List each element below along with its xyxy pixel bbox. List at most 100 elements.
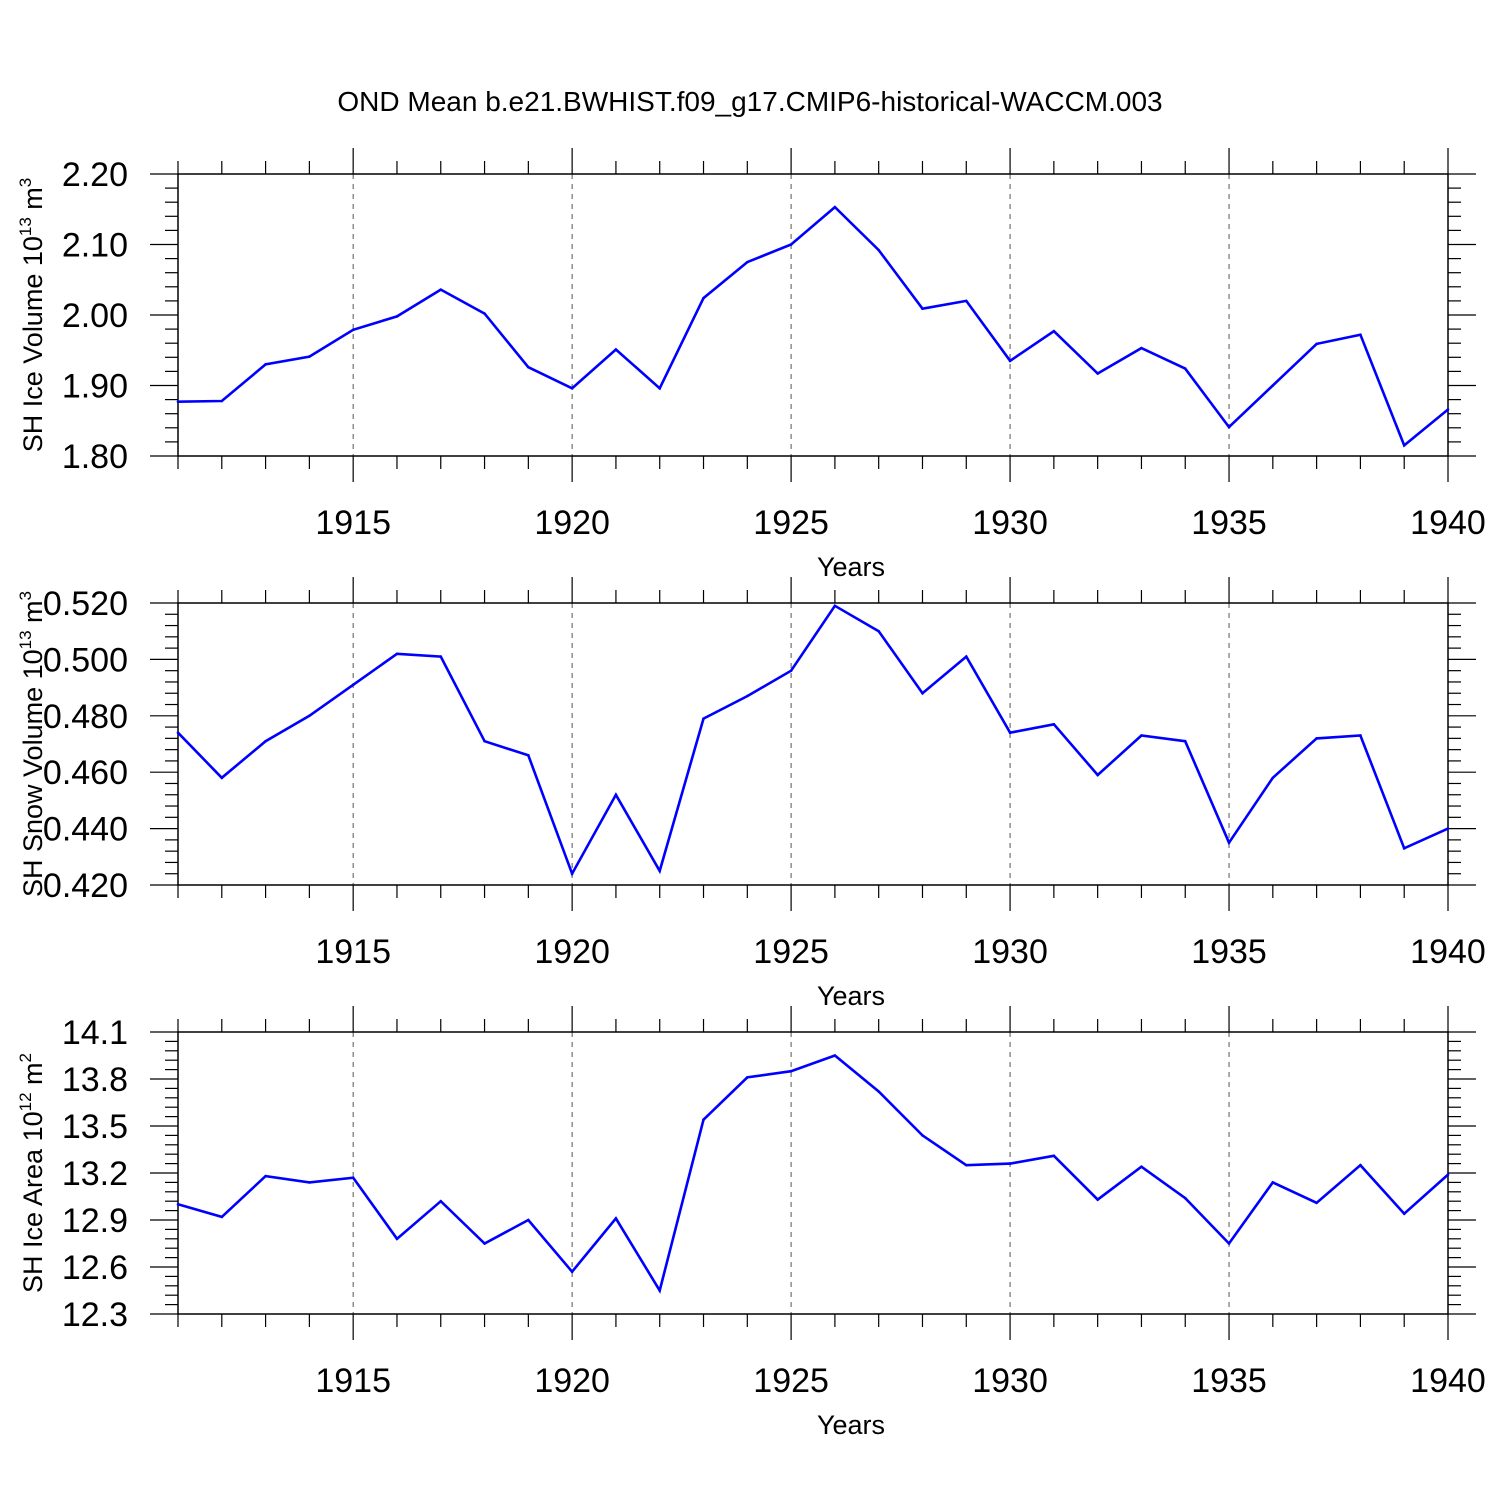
data-point — [1227, 425, 1231, 429]
data-point — [527, 365, 530, 369]
data-point — [921, 691, 924, 695]
x-tick-label: 1935 — [1191, 933, 1267, 971]
data-point — [877, 629, 880, 633]
data-point — [833, 604, 837, 608]
data-point — [1271, 776, 1275, 780]
data-point — [308, 714, 311, 718]
data-point — [264, 363, 267, 366]
data-point — [439, 1199, 443, 1203]
plot-frame — [177, 602, 1449, 886]
data-point — [351, 1176, 355, 1179]
data-point — [220, 399, 224, 403]
x-tick-label: 1930 — [972, 1362, 1048, 1400]
data-point — [877, 1090, 880, 1093]
data-point — [1140, 734, 1143, 737]
data-point — [308, 1181, 311, 1184]
data-point — [1402, 847, 1406, 850]
series-line — [177, 205, 1449, 448]
y-tick-label: 1.80 — [62, 438, 128, 476]
plot-frame — [177, 1031, 1449, 1315]
y-tick-label: 0.520 — [43, 585, 128, 623]
data-point — [658, 1289, 662, 1292]
y-tick-label: 14.1 — [62, 1014, 128, 1052]
data-point — [1183, 739, 1187, 743]
x-axis-label: Years — [817, 1410, 885, 1440]
data-point — [1052, 1154, 1056, 1158]
data-point — [527, 1218, 530, 1222]
chart-title: OND Mean b.e21.BWHIST.f09_g17.CMIP6-hist… — [337, 86, 1162, 117]
data-point — [308, 355, 311, 358]
data-point — [1446, 827, 1450, 830]
y-tick-label: 1.90 — [62, 368, 128, 406]
series-line — [177, 604, 1449, 877]
data-point — [789, 1069, 793, 1073]
data-point — [1140, 346, 1143, 350]
data-point — [702, 296, 705, 300]
data-point — [1402, 1212, 1406, 1216]
x-tick-label: 1925 — [753, 504, 829, 542]
data-point — [702, 717, 705, 720]
y-axis-label: SH Snow Volume 1013 m3 — [16, 591, 48, 897]
data-point — [921, 1134, 924, 1137]
data-point — [746, 1076, 749, 1079]
data-point — [220, 776, 224, 780]
y-tick-label: 0.500 — [43, 641, 128, 679]
data-point — [483, 739, 486, 743]
x-axis-label: Years — [817, 981, 885, 1011]
data-point — [614, 793, 618, 797]
data-point — [527, 753, 530, 757]
data-point — [439, 655, 443, 658]
data-point — [833, 205, 837, 209]
y-tick-label: 13.8 — [62, 1061, 128, 1099]
y-tick-label: 0.480 — [43, 698, 128, 736]
data-point — [1359, 333, 1362, 337]
data-point — [1096, 773, 1099, 777]
data-point — [1446, 408, 1450, 411]
data-point — [658, 869, 662, 873]
data-point — [1227, 1242, 1231, 1245]
y-tick-label: 13.5 — [62, 1108, 128, 1146]
data-point — [746, 694, 749, 698]
data-point — [964, 655, 968, 658]
x-tick-label: 1940 — [1410, 504, 1486, 542]
data-point — [395, 315, 399, 318]
data-point — [702, 1118, 705, 1122]
data-point — [789, 243, 793, 246]
data-point — [1359, 734, 1362, 737]
panel-2: 1915 1920 1925 1930 1935 1940 0.420 0.440 0.460 0… — [16, 577, 1486, 1011]
x-tick-label: 1925 — [753, 933, 829, 971]
panel-3: 1915 1920 1925 1930 1935 1940 12.3 12.6 12.9 13.2… — [16, 1006, 1486, 1440]
data-point — [176, 731, 180, 735]
x-tick-label: 1920 — [534, 504, 610, 542]
data-point — [921, 307, 924, 310]
x-tick-label: 1940 — [1410, 1362, 1486, 1400]
data-point — [1140, 1165, 1143, 1169]
data-point — [964, 299, 968, 303]
data-point — [483, 312, 486, 315]
data-point — [1271, 1181, 1275, 1184]
y-tick-label: 13.2 — [62, 1155, 128, 1193]
data-point — [395, 1237, 399, 1241]
x-tick-label: 1940 — [1410, 933, 1486, 971]
data-point — [1008, 1162, 1012, 1165]
y-axis-label: SH Ice Area 1012 m2 — [16, 1053, 48, 1293]
data-point — [789, 669, 793, 672]
y-tick-label: 12.3 — [62, 1296, 128, 1334]
data-point — [483, 1242, 486, 1245]
data-point — [176, 400, 180, 404]
data-point — [614, 348, 618, 351]
data-point — [658, 387, 662, 390]
x-tick-label: 1920 — [534, 933, 610, 971]
data-point — [395, 652, 399, 656]
data-point — [614, 1217, 618, 1220]
x-tick-label: 1915 — [315, 1362, 391, 1400]
data-point — [1359, 1163, 1362, 1167]
data-point — [877, 248, 880, 252]
x-tick-label: 1920 — [534, 1362, 610, 1400]
data-point — [570, 872, 574, 876]
data-point — [1315, 342, 1318, 346]
data-point — [264, 739, 267, 743]
x-tick-label: 1930 — [972, 504, 1048, 542]
y-axis-label: SH Ice Volume 1013 m3 — [16, 178, 48, 453]
panel-1: 1915 1920 1925 1930 1935 1940 1.80 1.90 2.00 2.10… — [16, 148, 1486, 582]
